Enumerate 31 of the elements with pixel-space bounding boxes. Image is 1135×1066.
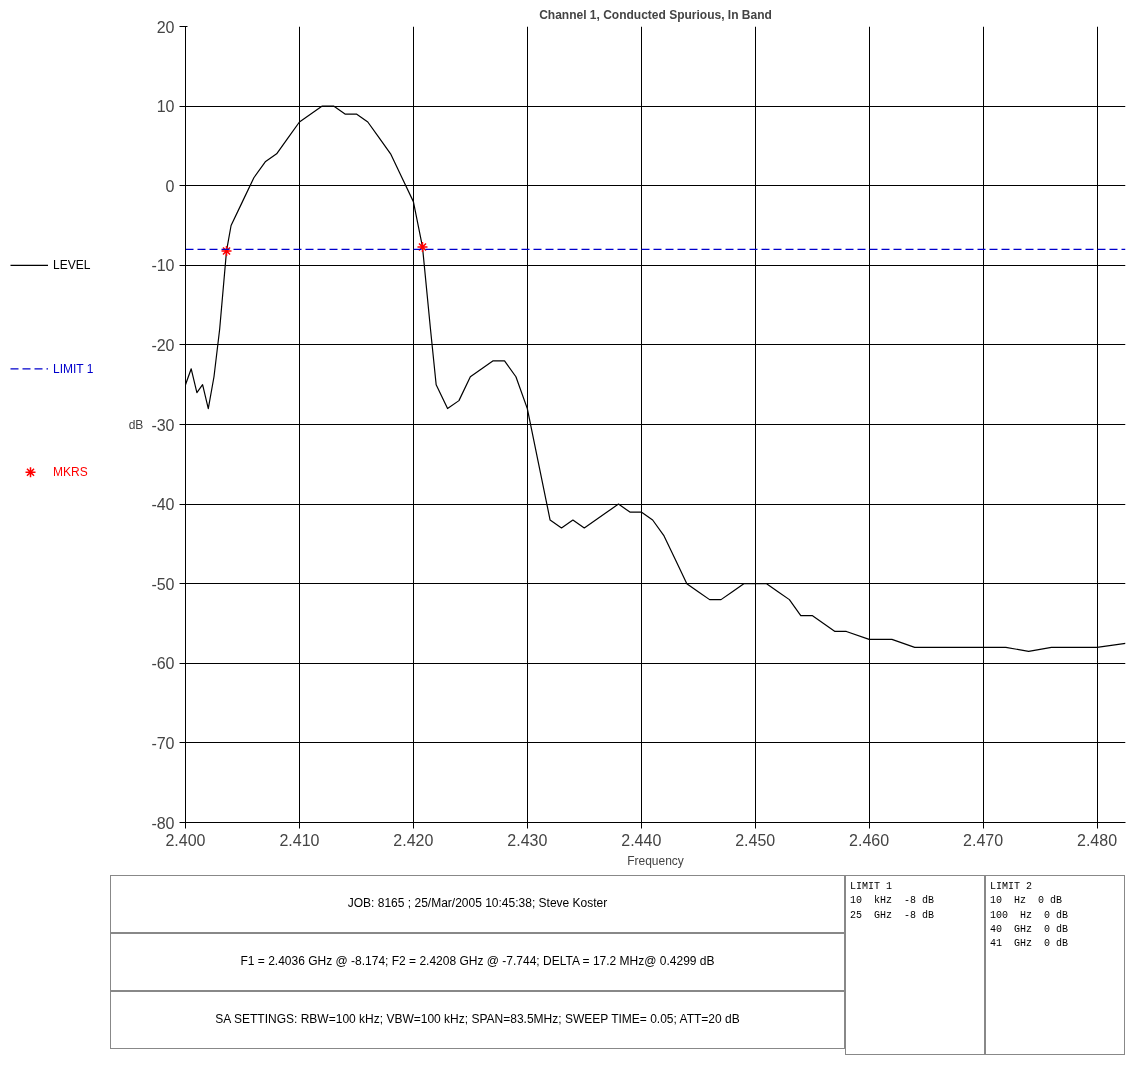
y-tick-label: -70 [151,734,175,752]
x-tick-label: 2.420 [393,831,434,849]
y-tick-label: 0 [165,177,175,195]
text: LIMIT 2 10 Hz 0 dB 100 Hz 0 dB 40 GHz 0 dB 41 GHz 0 dB [985,875,1125,1055]
legend-label: LIMIT 1 [53,361,94,376]
legend-label: LEVEL [53,258,91,273]
x-tick-label: 2.430 [507,831,548,849]
x-tick-label: 2.460 [849,831,890,849]
y-tick-label: 10 [156,98,175,116]
y-tick-label: 20 [156,18,175,36]
y-tick-label: -60 [151,655,175,673]
y-tick-label: -30 [151,416,175,434]
y-tick-label: -20 [151,336,175,354]
y-tick-label: -50 [151,575,175,593]
x-tick-label: 2.470 [963,831,1004,849]
x-axis-title: Frequency [627,853,684,868]
text: SA SETTINGS: RBW=100 kHz; VBW=100 kHz; SPAN=83.5MHz; SWEEP TIME= 0.05; ATT=20 dB [110,991,845,1049]
y-tick-label: -40 [151,496,175,514]
chart-title: Channel 1, Conducted Spurious, In Band [539,7,772,22]
text: F1 = 2.4036 GHz @ -8.174; F2 = 2.4208 GHz @ -7.744; DELTA = 17.2 MHz@ 0.4299 dB [110,933,845,991]
text: JOB: 8165 ; 25/Mar/2005 10:45:38; Steve Koster [110,875,845,933]
legend-label: MKRS [53,465,88,480]
y-axis-title: dB [128,417,144,432]
x-tick-label: 2.450 [735,831,776,849]
text: LIMIT 1 10 kHz -8 dB 25 GHz -8 dB [845,875,985,1055]
y-tick-label: -10 [151,257,175,275]
x-tick-label: 2.440 [621,831,662,849]
x-tick-label: 2.400 [165,831,206,849]
x-tick-label: 2.480 [1077,831,1118,849]
x-tick-label: 2.410 [279,831,320,849]
y-tick-label: -80 [151,814,175,832]
